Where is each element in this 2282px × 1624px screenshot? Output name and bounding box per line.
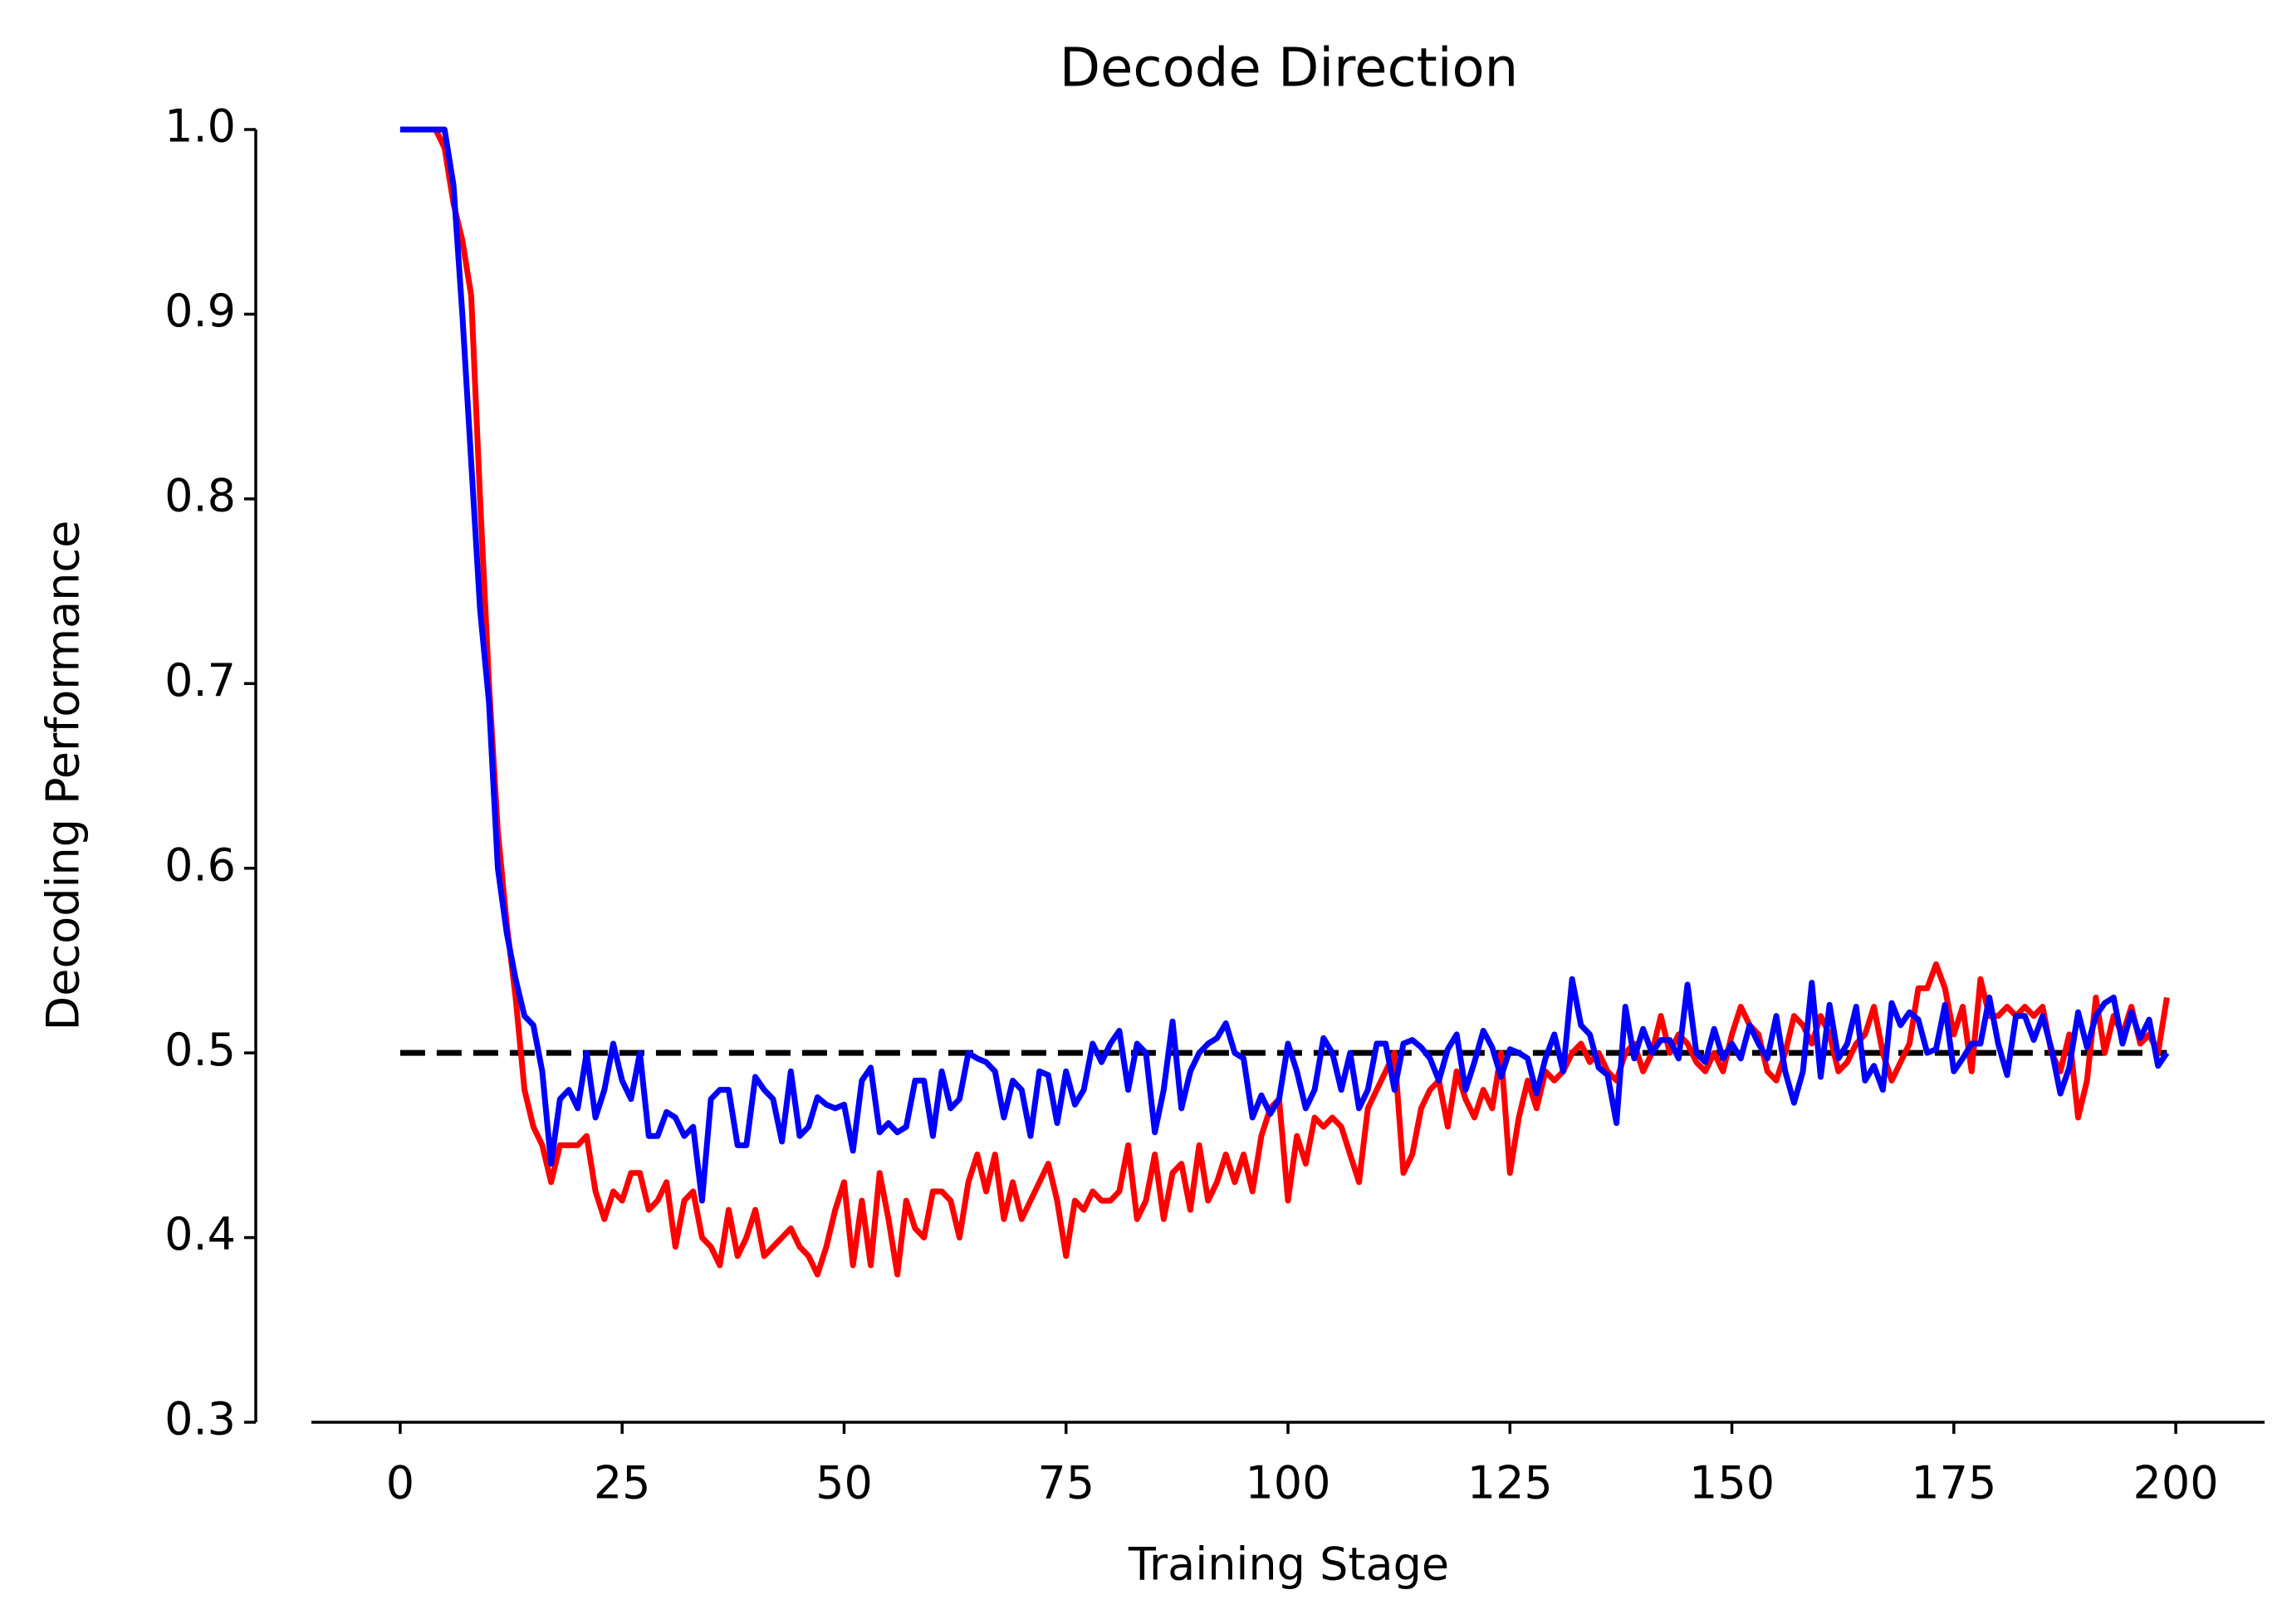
chart-title: Decode Direction <box>1060 38 1518 100</box>
series-line <box>399 126 2170 1278</box>
series-line <box>399 126 2170 1204</box>
x-axis-label: Training Stage <box>1128 1538 1449 1591</box>
y-tick-label: 0.5 <box>164 1024 236 1076</box>
x-tick-label: 200 <box>2133 1457 2219 1509</box>
y-tick-label: 0.9 <box>164 285 236 337</box>
x-tick-label: 25 <box>594 1457 651 1509</box>
y-axis-label: Decoding Performance <box>37 521 90 1031</box>
x-tick-label: 75 <box>1037 1457 1094 1509</box>
y-tick-label: 0.8 <box>164 469 236 521</box>
y-tick-label: 0.4 <box>164 1208 236 1260</box>
y-tick-label: 0.6 <box>164 839 236 891</box>
x-tick-label: 175 <box>1911 1457 1996 1509</box>
x-tick-label: 125 <box>1467 1457 1553 1509</box>
x-tick-label: 0 <box>386 1457 414 1509</box>
y-tick-label: 0.7 <box>164 654 236 707</box>
x-tick-label: 50 <box>815 1457 873 1509</box>
y-tick-label: 0.3 <box>164 1393 236 1445</box>
x-tick-label: 100 <box>1245 1457 1330 1509</box>
x-tick-label: 150 <box>1689 1457 1775 1509</box>
y-tick-label: 1.0 <box>164 100 236 153</box>
